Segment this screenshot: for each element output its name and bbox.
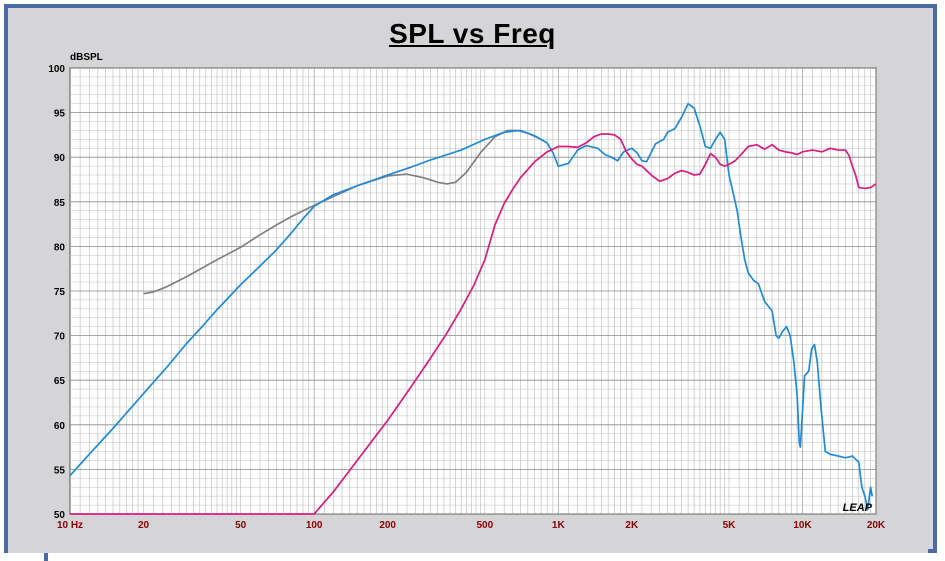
x-tick-label: 1K xyxy=(552,520,566,531)
y-tick-label: 85 xyxy=(54,198,66,209)
x-tick-label: 10K xyxy=(793,520,812,531)
x-tick-label: 10 Hz xyxy=(57,520,83,531)
y-axis-ticks: 100 95 90 85 80 75 70 65 60 55 50 xyxy=(48,64,65,521)
y-tick-label: 55 xyxy=(54,465,66,476)
y-tick-label: 80 xyxy=(54,242,66,253)
series-lines xyxy=(69,102,877,515)
y-tick-label: 70 xyxy=(54,332,66,343)
y-tick-label: 75 xyxy=(54,287,66,298)
leap-watermark: LEAP xyxy=(843,502,873,514)
y-tick-label: 100 xyxy=(48,64,65,75)
x-tick-label: 20K xyxy=(867,520,886,531)
x-tick-label: 500 xyxy=(476,520,493,531)
y-tick-label: 50 xyxy=(54,510,66,521)
x-axis-ticks: 10 Hz 20 50 100 200 500 1K 2K 5K 10K 20K xyxy=(57,520,886,531)
x-tick-label: 20 xyxy=(138,520,150,531)
y-tick-label: 60 xyxy=(54,421,66,432)
y-tick-label: 90 xyxy=(54,153,66,164)
chart-title: SPL vs Freq xyxy=(389,18,556,49)
y-tick-label: 95 xyxy=(54,109,66,120)
x-tick-label: 100 xyxy=(306,520,323,531)
series-line-2 xyxy=(69,102,874,511)
y-axis-label: dBSPL xyxy=(70,52,103,63)
x-tick-label: 2K xyxy=(625,520,639,531)
series-line-3 xyxy=(70,133,877,515)
y-tick-label: 65 xyxy=(54,376,66,387)
grid-lines xyxy=(69,67,877,515)
x-tick-label: 50 xyxy=(235,520,247,531)
x-tick-label: 200 xyxy=(379,520,396,531)
x-tick-label: 5K xyxy=(723,520,737,531)
frame-accent xyxy=(44,553,48,561)
